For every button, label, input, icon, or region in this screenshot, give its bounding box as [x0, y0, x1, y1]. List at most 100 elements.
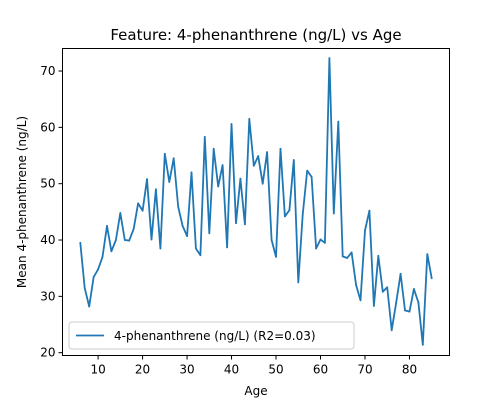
x-tick-label: 20 [135, 363, 150, 377]
x-tick-label: 40 [224, 363, 239, 377]
data-point [319, 238, 322, 241]
data-point [404, 309, 406, 312]
legend-label: 4-phenanthrene (ng/L) (R2=0.03) [114, 329, 316, 343]
data-point [181, 225, 184, 227]
x-tick-label: 80 [402, 363, 417, 377]
data-point [373, 305, 375, 307]
plot-frame [62, 48, 450, 356]
y-tick-label: 50 [40, 177, 55, 191]
data-point [292, 159, 295, 161]
data-point [368, 209, 371, 212]
data-point [315, 247, 317, 250]
data-point [195, 247, 197, 250]
x-tick-label: 10 [90, 363, 105, 377]
data-point [110, 250, 113, 253]
data-point [203, 136, 206, 138]
chart-title: Feature: 4-phenanthrene (ng/L) vs Age [110, 26, 401, 44]
data-point [364, 229, 366, 232]
data-point [155, 188, 157, 191]
data-point [341, 255, 344, 258]
data-point [177, 205, 180, 208]
y-axis-ticks: 20 30 40 50 60 70 [40, 64, 63, 360]
y-tick-label: 20 [40, 346, 55, 360]
data-point [137, 202, 140, 205]
data-point [270, 239, 273, 241]
data-point [172, 157, 175, 160]
data-point [426, 253, 429, 256]
y-tick-label: 70 [40, 64, 55, 78]
x-axis-ticks: 10 20 30 40 50 60 70 80 [90, 355, 417, 377]
data-point [97, 268, 99, 271]
data-point [226, 246, 229, 249]
series-line [79, 57, 433, 346]
data-point [101, 256, 104, 258]
data-point [235, 222, 237, 225]
data-point [123, 239, 126, 241]
data-point [337, 120, 340, 123]
data-point [146, 178, 148, 181]
plot-area [62, 48, 450, 356]
data-point [421, 343, 424, 346]
data-point [221, 164, 224, 167]
data-point [217, 185, 220, 188]
y-tick-label: 30 [40, 289, 55, 303]
data-point [83, 287, 86, 289]
data-point [310, 176, 313, 178]
legend-box [68, 321, 355, 350]
x-tick-label: 60 [313, 363, 328, 377]
data-point [413, 288, 415, 290]
x-tick-label: 30 [179, 363, 194, 377]
y-axis-label: Mean 4-phenanthrene (ng/L) [15, 116, 29, 288]
data-point [395, 302, 397, 304]
data-point [417, 301, 420, 304]
series-points [79, 57, 433, 346]
data-point [244, 223, 246, 226]
data-point [275, 256, 277, 258]
data-point [159, 247, 162, 250]
data-point [92, 276, 95, 279]
data-point [239, 177, 242, 180]
data-point [377, 254, 380, 257]
x-axis-label: Age [244, 384, 267, 398]
data-point [355, 284, 357, 286]
data-point [408, 310, 411, 313]
data-point [119, 212, 122, 214]
data-point [115, 239, 117, 241]
x-tick-label: 70 [357, 363, 372, 377]
data-point [328, 57, 331, 59]
data-point [306, 169, 309, 172]
data-point [163, 152, 166, 155]
data-point [132, 227, 135, 230]
y-tick-label: 40 [40, 233, 55, 247]
data-point [297, 281, 300, 284]
data-point [261, 182, 264, 185]
data-point [332, 212, 335, 215]
data-point [168, 181, 171, 183]
data-point [324, 241, 326, 244]
legend: 4-phenanthrene (ng/L) (R2=0.03) [68, 321, 355, 350]
x-tick-label: 50 [268, 363, 283, 377]
data-point [208, 232, 211, 235]
data-point [212, 147, 215, 150]
data-point [346, 257, 349, 259]
data-point [266, 151, 268, 154]
data-point [190, 171, 193, 174]
data-point [248, 118, 251, 120]
data-point [106, 225, 108, 227]
data-point [79, 241, 82, 244]
data-point [359, 299, 362, 302]
data-point [279, 147, 282, 150]
data-point [430, 277, 433, 280]
data-point [301, 213, 304, 216]
data-point [186, 235, 189, 238]
data-point [199, 254, 202, 257]
data-point [252, 164, 255, 167]
data-point [230, 123, 233, 125]
data-point [128, 239, 131, 242]
data-point [150, 238, 153, 241]
data-point [350, 251, 353, 254]
data-point [88, 305, 91, 308]
data-point [390, 329, 393, 332]
data-point [381, 290, 384, 293]
